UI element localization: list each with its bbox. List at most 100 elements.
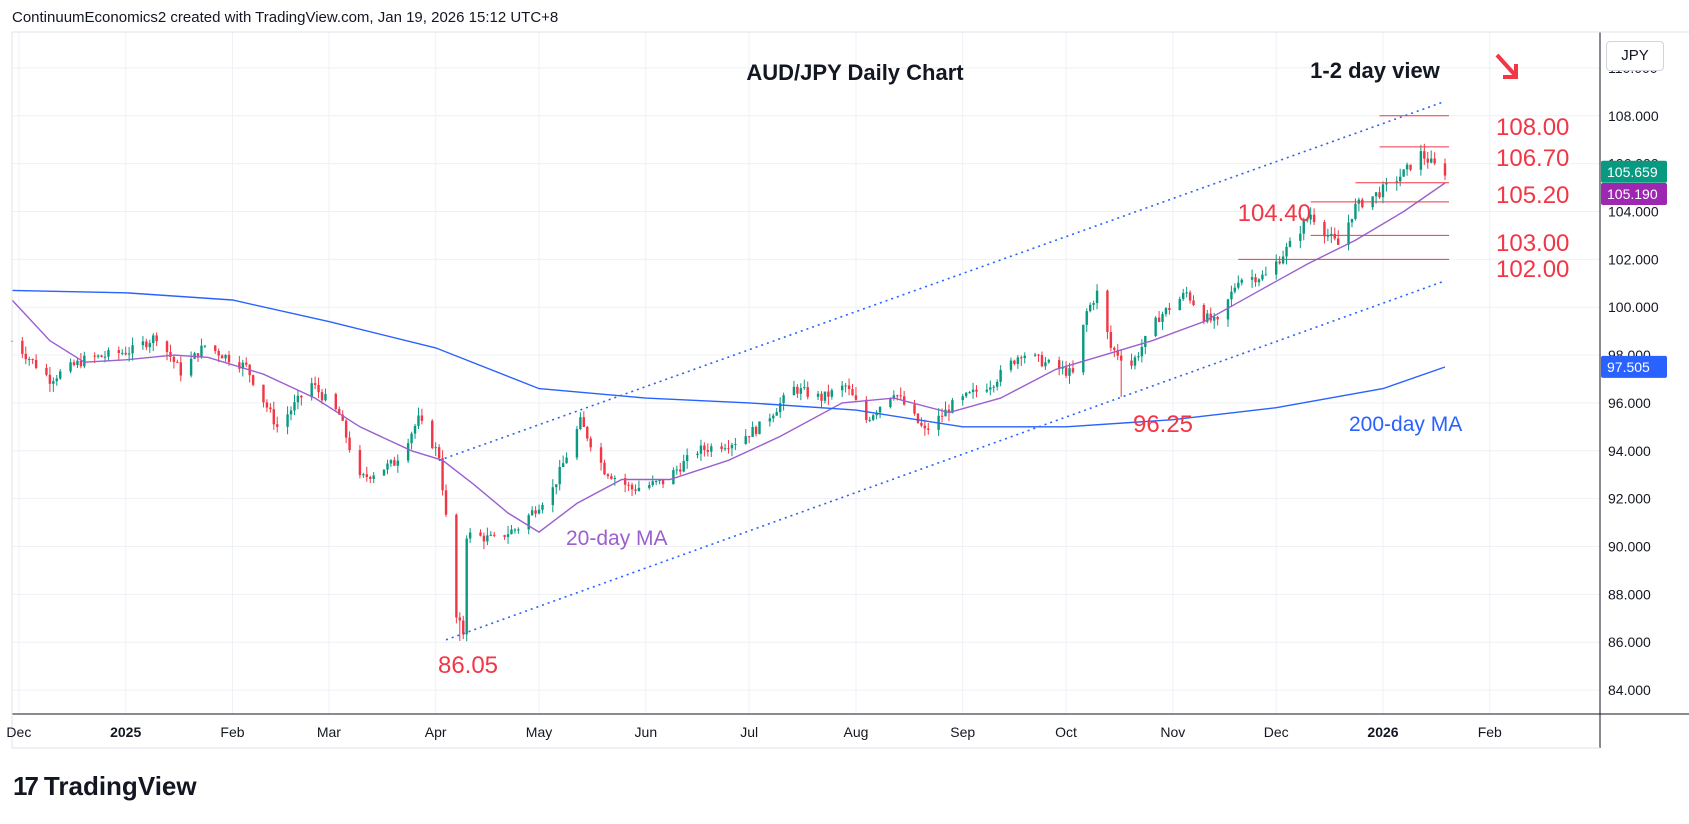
candle-body xyxy=(313,383,317,385)
ma200-label: 200-day MA xyxy=(1349,413,1462,436)
candle-body xyxy=(1430,158,1433,163)
candle-body xyxy=(224,354,227,359)
chart-title: AUD/JPY Daily Chart xyxy=(746,60,964,85)
candle-body xyxy=(55,378,58,382)
candle-body xyxy=(1092,303,1095,305)
candle-body xyxy=(1250,277,1254,280)
candle-body xyxy=(727,448,730,450)
candle-body xyxy=(506,534,510,537)
candle-body xyxy=(985,389,989,392)
candle-body xyxy=(575,429,579,458)
candle-body xyxy=(1285,246,1288,257)
candle-body xyxy=(21,340,24,354)
currency-selector[interactable]: JPY xyxy=(1606,41,1664,71)
candle-body xyxy=(679,469,682,472)
y-tick-label: 102.000 xyxy=(1608,251,1659,267)
20-day-maline xyxy=(11,182,1446,533)
candle-body xyxy=(1302,220,1305,234)
candle-body xyxy=(899,395,902,397)
candle-body xyxy=(803,387,806,389)
candle-body xyxy=(386,463,389,470)
candle-body xyxy=(699,445,703,454)
x-tick-label: Nov xyxy=(1160,724,1185,740)
candle-body xyxy=(1095,290,1099,304)
price-tag-text: 105.659 xyxy=(1607,164,1658,180)
candle-body xyxy=(744,436,747,444)
candle-body xyxy=(768,418,772,422)
candle-body xyxy=(1323,222,1326,237)
candle-body xyxy=(465,538,468,635)
candle-body xyxy=(100,355,103,357)
candle-body xyxy=(658,479,661,482)
candle-body xyxy=(1116,349,1119,356)
candle-body xyxy=(648,485,651,488)
candle-body xyxy=(537,509,541,514)
candle-body xyxy=(510,529,513,535)
candle-body xyxy=(1405,164,1409,170)
candle-body xyxy=(1274,261,1278,275)
candle-body xyxy=(45,367,48,375)
low-label-86-05: 86.05 xyxy=(438,652,498,679)
candle-body xyxy=(1085,311,1088,325)
candle-body xyxy=(589,438,592,448)
candle-body xyxy=(1188,292,1192,301)
candle-body xyxy=(1336,238,1340,245)
candle-body xyxy=(1354,203,1357,219)
candle-body xyxy=(579,417,582,430)
tradingview-logo[interactable]: 17 TradingView xyxy=(13,771,197,802)
candle-body xyxy=(272,409,276,425)
candle-body xyxy=(747,436,751,438)
candle-body xyxy=(1057,360,1061,369)
candle-body xyxy=(369,477,372,479)
candle-body xyxy=(410,433,413,444)
candle-body xyxy=(372,475,375,479)
candle-body xyxy=(59,371,62,379)
candle-body xyxy=(868,419,871,421)
candle-body xyxy=(83,355,86,367)
candle-body xyxy=(1281,256,1285,264)
candle-body xyxy=(1305,219,1309,221)
candle-body xyxy=(582,417,586,427)
y-tick-label: 86.000 xyxy=(1608,634,1651,650)
candle-body xyxy=(723,448,727,450)
candle-body xyxy=(217,350,220,356)
candle-body xyxy=(1395,181,1398,183)
200-day-maline xyxy=(11,289,1446,428)
channel-upper-line xyxy=(438,100,1446,462)
candle-body xyxy=(310,383,313,398)
candle-body xyxy=(434,447,437,449)
trend-channel xyxy=(438,100,1446,641)
price-tag-bg xyxy=(1601,355,1667,378)
chart-annotations: AUD/JPY Daily Chart 1-2 day view 108.00 106… xyxy=(438,53,1569,679)
candle-body xyxy=(393,460,396,466)
candle-body xyxy=(238,362,241,369)
candle-body xyxy=(320,392,324,401)
candle-body xyxy=(417,415,420,426)
candle-body xyxy=(964,392,968,397)
candle-body xyxy=(927,428,930,430)
price-tag: 105.190 xyxy=(1601,182,1667,205)
candle-body xyxy=(365,474,369,478)
chart-grid xyxy=(12,32,1600,714)
x-tick-label: Dec xyxy=(6,724,31,740)
moving-averages xyxy=(11,182,1446,533)
low-label-96-25: 96.25 xyxy=(1133,411,1193,438)
x-tick-label: Sep xyxy=(950,724,975,740)
candle-body xyxy=(1133,357,1137,366)
level-label: 103.00 xyxy=(1496,230,1569,257)
candle-body xyxy=(127,353,131,355)
candle-body xyxy=(995,381,999,387)
candle-body xyxy=(203,345,207,347)
candle-body xyxy=(816,393,820,397)
candle-body xyxy=(913,404,916,414)
candle-body xyxy=(338,409,341,415)
candle-body xyxy=(975,389,978,392)
y-tick-label: 92.000 xyxy=(1608,491,1651,507)
candle-body xyxy=(1185,292,1188,294)
candle-body xyxy=(1033,354,1037,356)
tradingview-logo-icon: 17 xyxy=(13,771,39,801)
candle-body xyxy=(131,345,134,354)
candle-body xyxy=(52,381,55,384)
candle-body xyxy=(503,535,506,537)
